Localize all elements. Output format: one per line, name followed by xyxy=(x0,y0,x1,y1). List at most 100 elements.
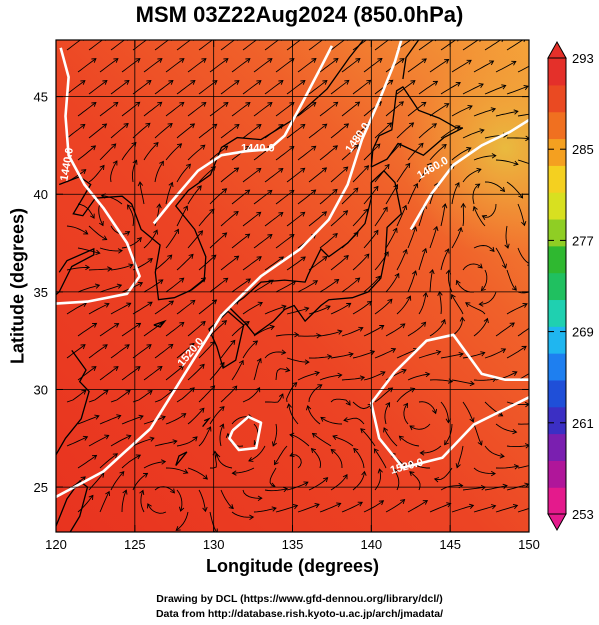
streamline xyxy=(253,102,273,117)
streamline xyxy=(440,353,464,359)
streamline xyxy=(396,80,416,95)
streamline xyxy=(319,279,339,293)
streamline-arrow xyxy=(337,372,343,379)
streamline-arrow xyxy=(147,258,153,263)
streamline xyxy=(506,181,523,199)
streamline-arrow xyxy=(400,323,406,329)
streamline xyxy=(286,357,309,363)
streamline-arrow xyxy=(223,277,229,283)
streamline xyxy=(242,40,258,51)
streamline xyxy=(407,58,427,73)
streamline xyxy=(154,161,164,183)
streamline xyxy=(407,183,418,205)
streamline xyxy=(418,351,441,359)
streamline xyxy=(99,143,117,161)
streamline-arrow xyxy=(256,211,262,217)
streamline-arrow xyxy=(211,254,217,260)
streamline-arrow xyxy=(245,145,251,151)
height-contour xyxy=(228,415,263,452)
streamline xyxy=(176,40,192,51)
streamline-arrow xyxy=(321,211,328,217)
colorbar-tick-label: 261 xyxy=(572,416,594,431)
streamline xyxy=(330,474,348,491)
streamline xyxy=(399,435,420,447)
streamline xyxy=(143,461,166,469)
streamline xyxy=(66,389,87,403)
colorbar-segment xyxy=(548,84,566,113)
streamline xyxy=(429,379,453,383)
streamline xyxy=(165,229,179,249)
streamline xyxy=(264,168,284,183)
streamline xyxy=(286,40,302,51)
streamline-arrow xyxy=(355,277,361,283)
streamline-arrow xyxy=(469,380,475,387)
streamline xyxy=(176,80,196,95)
streamline-arrow xyxy=(189,123,196,129)
streamline-arrow xyxy=(467,104,473,110)
streamline-arrow xyxy=(103,389,109,395)
streamline xyxy=(175,511,189,531)
streamline-arrow xyxy=(330,448,336,454)
streamline xyxy=(99,491,110,513)
streamline-arrow xyxy=(206,426,212,432)
streamline xyxy=(275,334,299,337)
streamline xyxy=(110,264,133,271)
streamline xyxy=(420,445,442,454)
streamline-arrow xyxy=(478,83,484,89)
streamline xyxy=(308,477,328,491)
streamline-arrow xyxy=(183,468,189,474)
streamline xyxy=(484,445,505,457)
y-tick-label: 25 xyxy=(34,480,48,495)
streamline xyxy=(473,245,495,252)
streamline xyxy=(165,102,185,117)
streamline xyxy=(165,277,184,293)
streamline xyxy=(88,389,109,403)
credit-drawing: Drawing by DCL (https://www.gfd-dennou.o… xyxy=(156,593,443,605)
streamline-arrow xyxy=(292,382,298,388)
streamline xyxy=(343,417,365,425)
streamline xyxy=(143,366,163,381)
streamline xyxy=(66,344,86,359)
streamline xyxy=(176,163,191,183)
streamlines xyxy=(66,40,539,532)
streamline xyxy=(265,393,284,403)
streamline-arrow xyxy=(91,454,98,460)
streamline xyxy=(385,58,405,73)
streamline xyxy=(505,225,509,249)
coastline xyxy=(402,40,420,80)
colorbar-segment xyxy=(548,165,566,193)
streamline xyxy=(341,58,361,73)
streamline-arrow xyxy=(91,366,97,371)
chart-title: MSM 03Z22Aug2024 (850.0hPa) xyxy=(135,2,464,27)
streamline-arrow xyxy=(513,464,520,470)
streamline-arrow xyxy=(107,266,113,272)
streamline-arrow xyxy=(160,415,166,421)
streamline xyxy=(286,382,298,403)
streamline xyxy=(473,60,494,73)
streamline xyxy=(242,302,263,315)
streamline xyxy=(517,423,529,425)
streamline-arrow xyxy=(377,57,383,63)
streamline-arrow xyxy=(102,235,108,241)
streamline-arrow xyxy=(490,470,496,477)
streamline xyxy=(374,40,390,51)
streamline-arrow xyxy=(343,166,349,172)
streamline xyxy=(231,233,250,249)
streamline xyxy=(253,507,277,513)
streamline xyxy=(143,142,159,161)
streamline xyxy=(462,168,482,183)
streamline xyxy=(319,374,342,381)
streamline-arrow xyxy=(311,57,317,63)
streamline-arrow xyxy=(535,164,539,168)
streamline-arrow xyxy=(419,450,425,456)
streamline-arrow xyxy=(116,283,123,289)
streamline-arrow xyxy=(459,316,466,322)
streamline-arrow xyxy=(476,167,482,173)
streamline xyxy=(88,303,110,315)
streamline-arrow xyxy=(127,204,132,210)
streamline xyxy=(374,298,393,315)
streamline-arrow xyxy=(223,58,229,63)
streamline xyxy=(121,101,140,117)
streamline xyxy=(319,233,338,249)
streamline-arrow xyxy=(256,167,262,173)
